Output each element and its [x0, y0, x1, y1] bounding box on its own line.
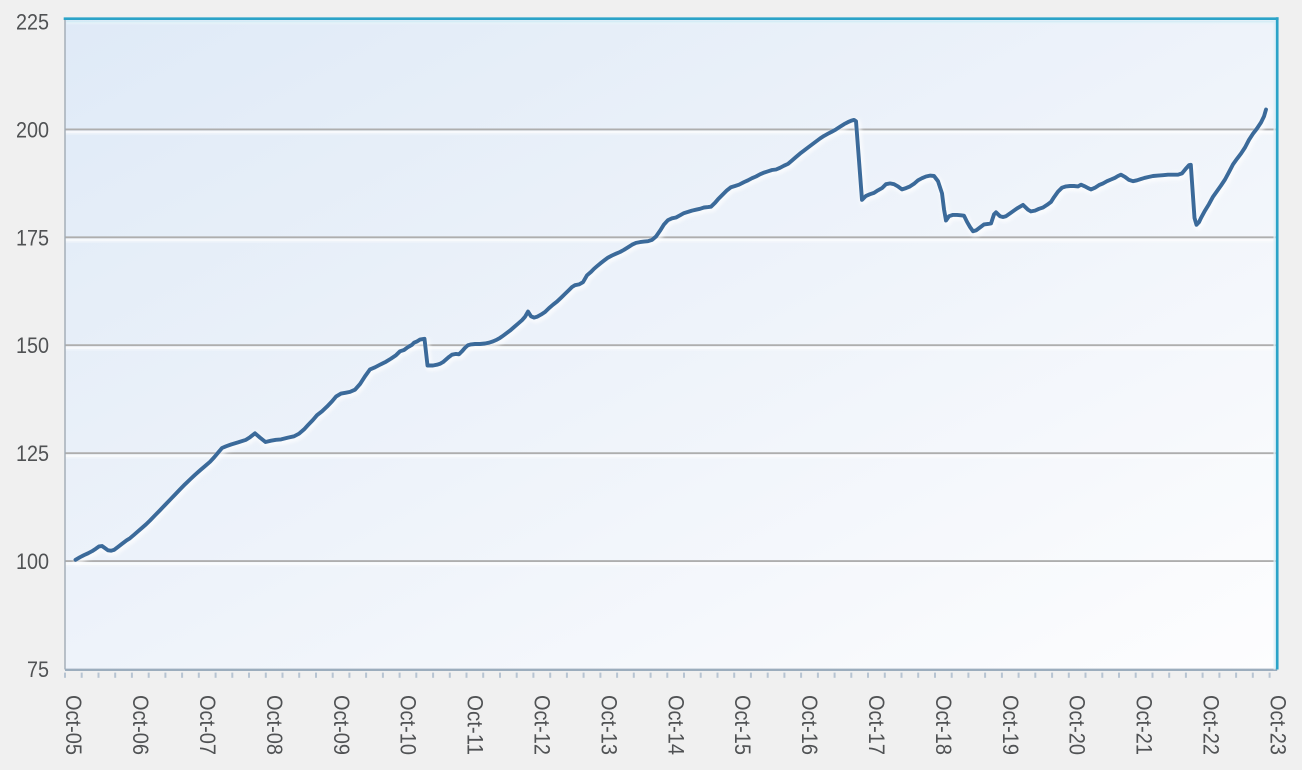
svg-text:Oct-16: Oct-16	[797, 695, 822, 755]
svg-text:Oct-17: Oct-17	[864, 695, 889, 755]
svg-text:Oct-05: Oct-05	[61, 695, 86, 755]
svg-text:Oct-21: Oct-21	[1132, 695, 1157, 755]
svg-text:Oct-13: Oct-13	[596, 695, 621, 755]
svg-text:100: 100	[16, 549, 49, 574]
svg-text:150: 150	[16, 333, 49, 358]
svg-text:175: 175	[16, 225, 49, 250]
svg-text:Oct-07: Oct-07	[195, 695, 220, 755]
svg-text:Oct-09: Oct-09	[329, 695, 354, 755]
svg-text:Oct-19: Oct-19	[998, 695, 1023, 755]
svg-text:Oct-15: Oct-15	[730, 695, 755, 755]
svg-text:Oct-12: Oct-12	[530, 695, 555, 755]
svg-text:Oct-22: Oct-22	[1199, 695, 1224, 755]
svg-text:Oct-20: Oct-20	[1065, 695, 1090, 755]
svg-text:Oct-11: Oct-11	[463, 695, 488, 755]
svg-text:200: 200	[16, 117, 49, 142]
svg-text:Oct-10: Oct-10	[396, 695, 421, 755]
svg-text:Oct-18: Oct-18	[931, 695, 956, 755]
svg-text:75: 75	[27, 657, 49, 682]
svg-text:Oct-14: Oct-14	[663, 695, 688, 755]
svg-text:125: 125	[16, 441, 49, 466]
svg-text:Oct-23: Oct-23	[1265, 695, 1290, 755]
svg-text:Oct-06: Oct-06	[128, 695, 153, 755]
svg-text:Oct-08: Oct-08	[262, 695, 287, 755]
svg-text:225: 225	[16, 10, 49, 35]
